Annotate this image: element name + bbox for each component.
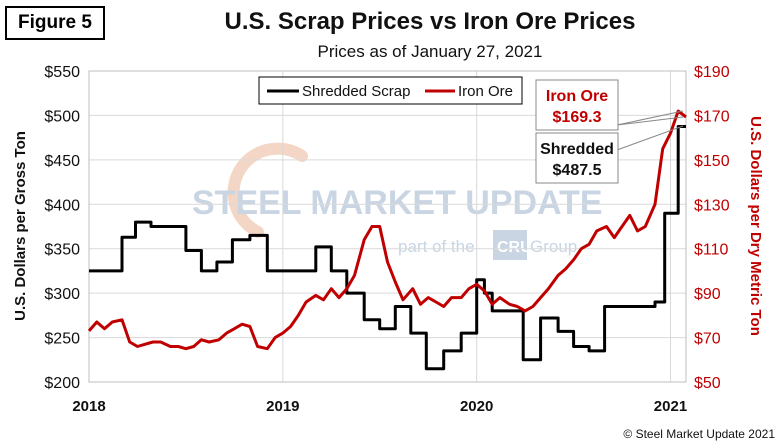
callout-ore-label: Iron Ore xyxy=(546,88,608,105)
copyright: © Steel Market Update 2021 xyxy=(623,427,775,441)
y-tick-label: $500 xyxy=(44,108,80,125)
y2-tick-label: $190 xyxy=(694,64,730,81)
legend-label-scrap: Shredded Scrap xyxy=(302,83,410,100)
y2-tick-label: $130 xyxy=(694,197,730,214)
callout-scrap-label: Shredded xyxy=(540,141,614,158)
left-axis: $200 $250 $300 $350 $400 $450 $500 $550 xyxy=(44,64,80,392)
y2-tick-label: $70 xyxy=(694,331,721,348)
x-tick-label: 2020 xyxy=(460,398,493,415)
callout-scrap-value: $487.5 xyxy=(553,162,602,179)
y-tick-label: $550 xyxy=(44,64,80,81)
x-tick-label: 2019 xyxy=(266,398,299,415)
y2-tick-label: $170 xyxy=(694,108,730,125)
watermark-logo-text: CRU xyxy=(497,239,532,256)
y-tick-label: $450 xyxy=(44,153,80,170)
y2-tick-label: $50 xyxy=(694,375,721,392)
y-tick-label: $300 xyxy=(44,286,80,303)
callout-scrap-leader xyxy=(617,126,683,150)
legend-label-ore: Iron Ore xyxy=(458,83,513,100)
x-tick-label: 2018 xyxy=(72,398,105,415)
legend: Shredded Scrap Iron Ore xyxy=(259,77,522,104)
chart: STEEL MARKET UPDATE part of the CRU Grou… xyxy=(0,0,783,445)
y-tick-label: $250 xyxy=(44,331,80,348)
right-axis: $50 $70 $90 $110 $130 $150 $170 $190 xyxy=(694,64,730,392)
y-axis-title: U.S. Dollars per Gross Ton xyxy=(12,131,29,321)
watermark-text: STEEL MARKET UPDATE xyxy=(192,184,603,222)
x-tick-label: 2021 xyxy=(654,398,687,415)
callout-ore-value: $169.3 xyxy=(553,109,602,126)
y2-tick-label: $110 xyxy=(694,242,729,259)
y-tick-label: $400 xyxy=(44,197,80,214)
y-tick-label: $200 xyxy=(44,375,80,392)
y2-tick-label: $150 xyxy=(694,153,730,170)
y2-tick-label: $90 xyxy=(694,286,721,303)
y-tick-label: $350 xyxy=(44,242,80,259)
x-axis: 2018 2019 2020 2021 xyxy=(72,398,687,415)
watermark-subtext: part of the xyxy=(398,237,475,256)
watermark-subtext-after: Group xyxy=(530,237,577,256)
y2-axis-title: U.S. Dollars per Dry Metric Ton xyxy=(747,116,764,336)
